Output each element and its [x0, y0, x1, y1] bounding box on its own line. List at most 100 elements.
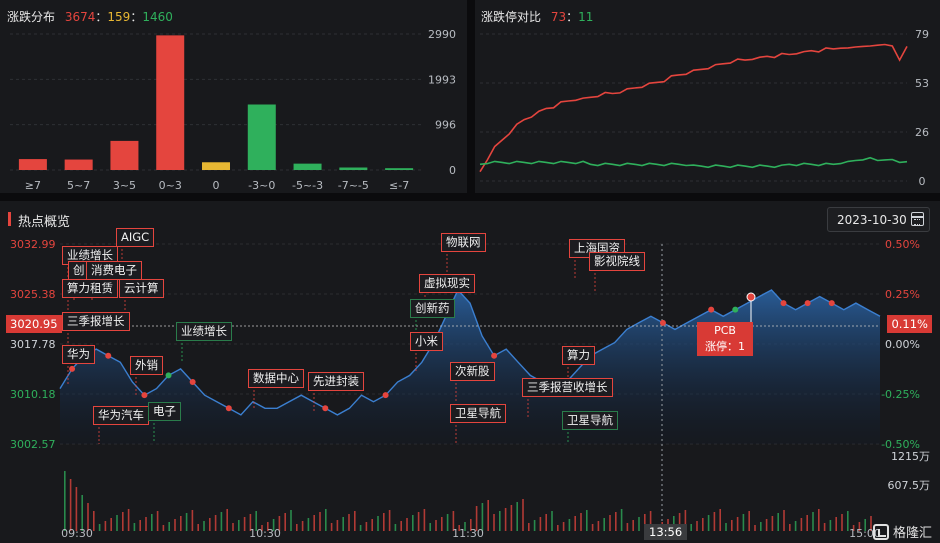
volume-bar	[632, 520, 634, 531]
concept-tag[interactable]: 消费电子	[86, 261, 142, 280]
volume-bar	[794, 521, 797, 531]
volume-bar	[673, 516, 675, 531]
separator: ：	[566, 10, 579, 24]
x-tick-label: -3~0	[248, 179, 275, 192]
concept-tag[interactable]: 华为汽车	[93, 406, 149, 425]
concept-tag[interactable]: 创新药	[410, 299, 455, 318]
y-tick-label: 79	[915, 28, 929, 41]
volume-bar	[470, 519, 472, 531]
volume-bar	[301, 521, 304, 531]
volume-bar	[139, 520, 141, 531]
volume-bar	[313, 515, 315, 531]
volume-bar	[348, 514, 350, 531]
volume-bar	[713, 512, 716, 531]
distribution-title: 涨跌分布 3674：159：1460	[7, 8, 173, 25]
limit-down-count: 11	[578, 10, 594, 24]
volume-bar	[290, 510, 292, 531]
y-tick-label: 996	[435, 119, 456, 132]
date-picker[interactable]: 2023-10-30	[827, 207, 930, 232]
concept-tag[interactable]: AIGC	[116, 228, 155, 247]
concept-tag[interactable]: 影视院线	[589, 252, 645, 271]
volume-bar	[736, 517, 739, 531]
concept-tag[interactable]: 外销	[130, 356, 163, 375]
volume-bar	[771, 516, 774, 531]
volume-bar	[458, 525, 460, 531]
volume-bar	[812, 512, 814, 531]
concept-tag[interactable]: 卫星导航	[450, 404, 506, 423]
concept-marker	[69, 365, 76, 372]
volume-bar	[510, 505, 513, 531]
concept-tag[interactable]: 业绩增长	[62, 246, 118, 265]
volume-bar	[423, 509, 426, 531]
concept-tag[interactable]: 卫星导航	[562, 411, 618, 430]
volume-bar	[359, 525, 362, 531]
volume-bar	[342, 517, 344, 531]
limit-ratio-panel: 涨跌停对比 73：11 79 53 26 0	[475, 0, 940, 193]
concept-tag[interactable]: 物联网	[441, 233, 486, 252]
concept-tag[interactable]: 算力	[562, 346, 595, 365]
volume-tick: 1215万	[891, 450, 930, 463]
volume-bar	[580, 513, 582, 531]
x-tick-label: 15:00	[849, 527, 881, 540]
volume-bar	[678, 513, 681, 531]
concept-marker	[165, 372, 172, 379]
bar	[110, 140, 139, 170]
concept-tag[interactable]: 数据中心	[248, 369, 304, 388]
x-tick-label: 0	[213, 179, 220, 192]
volume-bar	[388, 510, 391, 531]
concept-marker	[804, 300, 811, 307]
volume-bar	[180, 516, 182, 531]
concept-tag[interactable]: 算力租赁	[62, 279, 118, 298]
concept-marker	[382, 392, 389, 399]
volume-bar	[765, 519, 768, 531]
concept-tag[interactable]: 三季报增长	[62, 312, 130, 331]
volume-bar	[412, 515, 414, 531]
concept-tag[interactable]: 业绩增长	[176, 322, 232, 341]
volume-bar	[638, 517, 640, 531]
volume-bar	[823, 523, 826, 531]
tooltip-name: PCB	[714, 324, 736, 337]
time-cursor-label: 13:56	[644, 524, 688, 540]
volume-bar	[690, 524, 692, 531]
volume-bar	[499, 511, 501, 531]
volume-bar	[864, 519, 866, 531]
up-count: 3674	[64, 10, 96, 24]
volume-bar	[545, 514, 547, 531]
concept-tag[interactable]: 次新股	[450, 362, 495, 381]
volume-bar	[377, 516, 379, 531]
concept-tag[interactable]: 云计算	[119, 279, 164, 298]
concept-tag[interactable]: 先进封装	[308, 372, 364, 391]
concept-tag[interactable]: 三季报营收增长	[522, 378, 613, 397]
volume-bar	[209, 518, 211, 531]
volume-bar	[707, 515, 710, 531]
volume-bar	[754, 525, 756, 531]
volume-bar	[586, 510, 588, 531]
volume-bar	[69, 479, 72, 531]
concept-tag[interactable]: 虚拟现实	[419, 274, 475, 293]
concept-marker	[708, 306, 715, 313]
volume-bar	[533, 520, 536, 531]
y-tick-right: -0.50%	[881, 438, 920, 451]
volume-bar	[615, 512, 617, 531]
volume-bar	[731, 520, 733, 531]
bar	[247, 104, 276, 170]
volume-bar	[719, 509, 721, 531]
volume-bar	[818, 509, 820, 531]
current-price-marker: 3020.95	[6, 315, 62, 333]
concept-tag[interactable]: 华为	[62, 345, 95, 364]
volume-bar	[858, 522, 861, 531]
volume-bar	[684, 510, 687, 531]
volume-bar	[777, 513, 779, 531]
volume-bar	[557, 525, 559, 531]
volume-bar	[620, 509, 623, 531]
concept-tag[interactable]: 小米	[410, 332, 443, 351]
volume-bar	[539, 517, 542, 531]
concept-tag[interactable]: 电子	[148, 402, 181, 421]
volume-bar	[110, 518, 112, 531]
volume-bar	[116, 515, 118, 531]
volume-bar	[400, 521, 402, 531]
y-tick-left: 3002.57	[10, 438, 56, 451]
volume-bar	[835, 517, 837, 531]
x-tick-label: 10:30	[249, 527, 281, 540]
volume-bar	[603, 518, 605, 531]
